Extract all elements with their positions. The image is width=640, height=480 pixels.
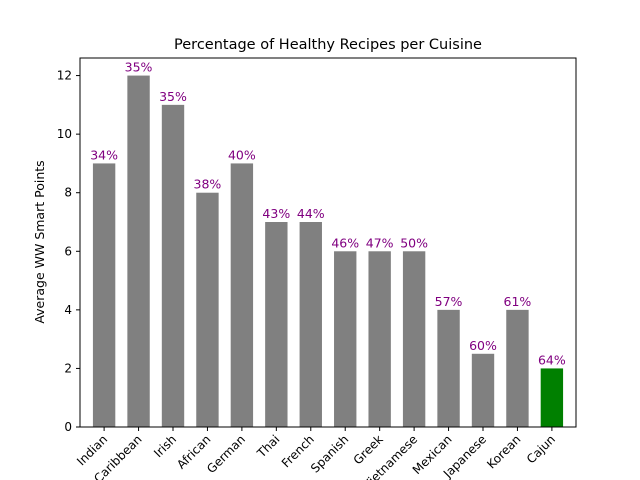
data-label: 38% (194, 177, 222, 192)
y-tick-label: 2 (64, 361, 72, 375)
data-label: 35% (125, 60, 153, 75)
data-label: 34% (90, 147, 118, 162)
y-tick-label: 12 (57, 69, 72, 83)
bar (437, 309, 460, 427)
bar (334, 251, 357, 427)
y-tick-label: 8 (64, 186, 72, 200)
bar (368, 251, 391, 427)
x-tick-label: Cajun (524, 432, 558, 466)
y-tick-label: 6 (64, 244, 72, 258)
data-label: 46% (331, 235, 359, 250)
bar (471, 353, 495, 427)
data-label: 40% (228, 147, 256, 162)
data-label: 60% (469, 338, 497, 353)
x-tick-label: Irish (151, 432, 179, 460)
data-label: 50% (400, 235, 428, 250)
bar (402, 251, 426, 427)
bar (265, 222, 288, 427)
bar (92, 163, 116, 427)
bar (230, 163, 254, 427)
data-label: 47% (366, 235, 394, 250)
bar (299, 222, 322, 427)
x-tick-label: Thai (254, 432, 283, 461)
y-tick-label: 0 (64, 420, 72, 434)
data-labels-layer: 34% 35% 35% 38% 40% 43% 44% 46% 47% 50% 57% 60% 61% 6… (90, 60, 566, 368)
x-tick-label: German (204, 432, 248, 476)
bar (127, 75, 150, 427)
chart-title: Percentage of Healthy Recipes per Cuisin… (174, 37, 482, 53)
x-tick-label: Spanish (308, 432, 351, 475)
y-tick-label: 4 (64, 303, 72, 317)
data-label: 44% (297, 206, 325, 221)
bars-layer (92, 75, 564, 428)
data-label: 64% (538, 352, 566, 367)
bar (196, 192, 219, 427)
data-label: 61% (504, 294, 532, 309)
data-label: 35% (159, 89, 187, 104)
y-axis: 0 2 4 6 8 10 12 (57, 69, 80, 434)
bar (506, 309, 529, 427)
y-tick-label: 10 (57, 127, 72, 141)
bar (161, 104, 185, 428)
x-tick-label: Korean (484, 432, 523, 471)
bar (540, 368, 564, 427)
data-label: 57% (435, 294, 463, 309)
data-label: 43% (262, 206, 290, 221)
y-axis-label: Average WW Smart Points (32, 160, 47, 323)
plot-frame (79, 57, 577, 428)
